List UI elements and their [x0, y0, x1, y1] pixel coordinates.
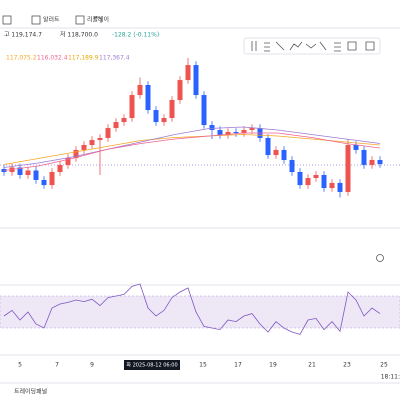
candle-body	[113, 122, 119, 129]
replay-button[interactable]: 리플레이	[87, 16, 109, 24]
drawing-tools[interactable]	[251, 41, 375, 52]
undo-button[interactable]	[93, 16, 102, 23]
candle-body	[233, 131, 239, 133]
ma-legend-value: 117,189.9	[68, 55, 99, 62]
drawing-toolbar-box	[243, 37, 381, 55]
candle-body	[201, 95, 207, 126]
legend-change: -128.2 (-0.11%)	[112, 32, 159, 39]
candle-body	[169, 100, 175, 118]
candle-body	[225, 131, 231, 135]
candle-body	[345, 145, 351, 192]
x-tick-label: 5	[18, 362, 22, 369]
candle-body	[177, 80, 183, 100]
layout-button[interactable]	[2, 15, 12, 25]
x-tick-label: 9	[90, 362, 94, 369]
x-tick-label: 17	[234, 362, 242, 369]
trading-panel-tab[interactable]: 트레이딩패널	[14, 388, 47, 396]
candle-body	[41, 179, 47, 186]
candle-body	[313, 175, 319, 178]
clock: 18:11:	[381, 374, 400, 381]
candle-body	[321, 175, 327, 189]
legend-high: 고 119,174.7	[4, 32, 42, 39]
candle-body	[249, 128, 255, 130]
candle-body	[241, 130, 247, 133]
candle-body	[353, 145, 359, 150]
crosshair-label: 화 2025-08-12 06:00	[126, 363, 177, 369]
candle-body	[369, 160, 375, 165]
candle-body	[185, 65, 191, 81]
candle-body	[17, 167, 23, 175]
candle-body	[49, 172, 55, 186]
candle-body	[65, 158, 71, 165]
candle-body	[25, 170, 31, 175]
candle-body	[273, 149, 279, 156]
candle-body	[377, 160, 383, 165]
legend-low: 저 118,700.0	[60, 31, 98, 39]
x-tick-label: 19	[269, 362, 277, 369]
candle-body	[297, 172, 303, 186]
candle-body	[209, 125, 215, 130]
x-tick-label: 7	[55, 362, 59, 369]
candle-body	[73, 149, 79, 159]
ma-legend-value: 117,367.4	[99, 55, 130, 62]
alert-button[interactable]: 알러트	[43, 16, 60, 24]
ma-legend-value: 117,075.2	[6, 55, 37, 62]
candle-body	[193, 65, 199, 96]
replay-icon	[75, 15, 85, 25]
drawing-toolbar	[243, 37, 381, 55]
candle-body	[121, 118, 127, 123]
candle-body	[217, 130, 223, 135]
moving-average	[3, 134, 381, 165]
candle-body	[289, 160, 295, 172]
ma-legend-value: 116,032.4	[37, 55, 68, 62]
candle-body	[161, 118, 167, 123]
x-tick-label: 25	[380, 362, 388, 369]
candle-body	[33, 170, 39, 180]
ma-legend: 117,075.2 116,032.4 117,189.9 117,367.4	[6, 55, 130, 62]
moving-average	[3, 132, 381, 171]
moving-average	[3, 126, 381, 168]
candle-body	[137, 85, 143, 96]
indicator-icon[interactable]	[376, 254, 384, 262]
candle-body	[145, 85, 151, 111]
candle-body	[329, 182, 335, 189]
candle-body	[89, 140, 95, 145]
candle-body	[57, 164, 63, 172]
candle-body	[153, 110, 159, 123]
candle-body	[337, 182, 343, 192]
candle-body	[105, 128, 111, 138]
candle-body	[281, 149, 287, 160]
x-tick-label: 23	[343, 362, 351, 369]
rsi-line	[3, 283, 381, 335]
top-toolbar	[0, 0, 400, 28]
candle-body	[129, 95, 135, 118]
alert-icon	[31, 15, 41, 25]
candle-body	[305, 178, 311, 186]
x-tick-label: 15	[199, 362, 207, 369]
rsi-band	[0, 295, 400, 329]
x-tick-label: 21	[308, 362, 316, 369]
candle-body	[265, 137, 271, 156]
candle-body	[81, 145, 87, 150]
candle-body	[97, 137, 103, 141]
candle-body	[361, 149, 367, 165]
crosshair-label-box	[124, 360, 180, 370]
